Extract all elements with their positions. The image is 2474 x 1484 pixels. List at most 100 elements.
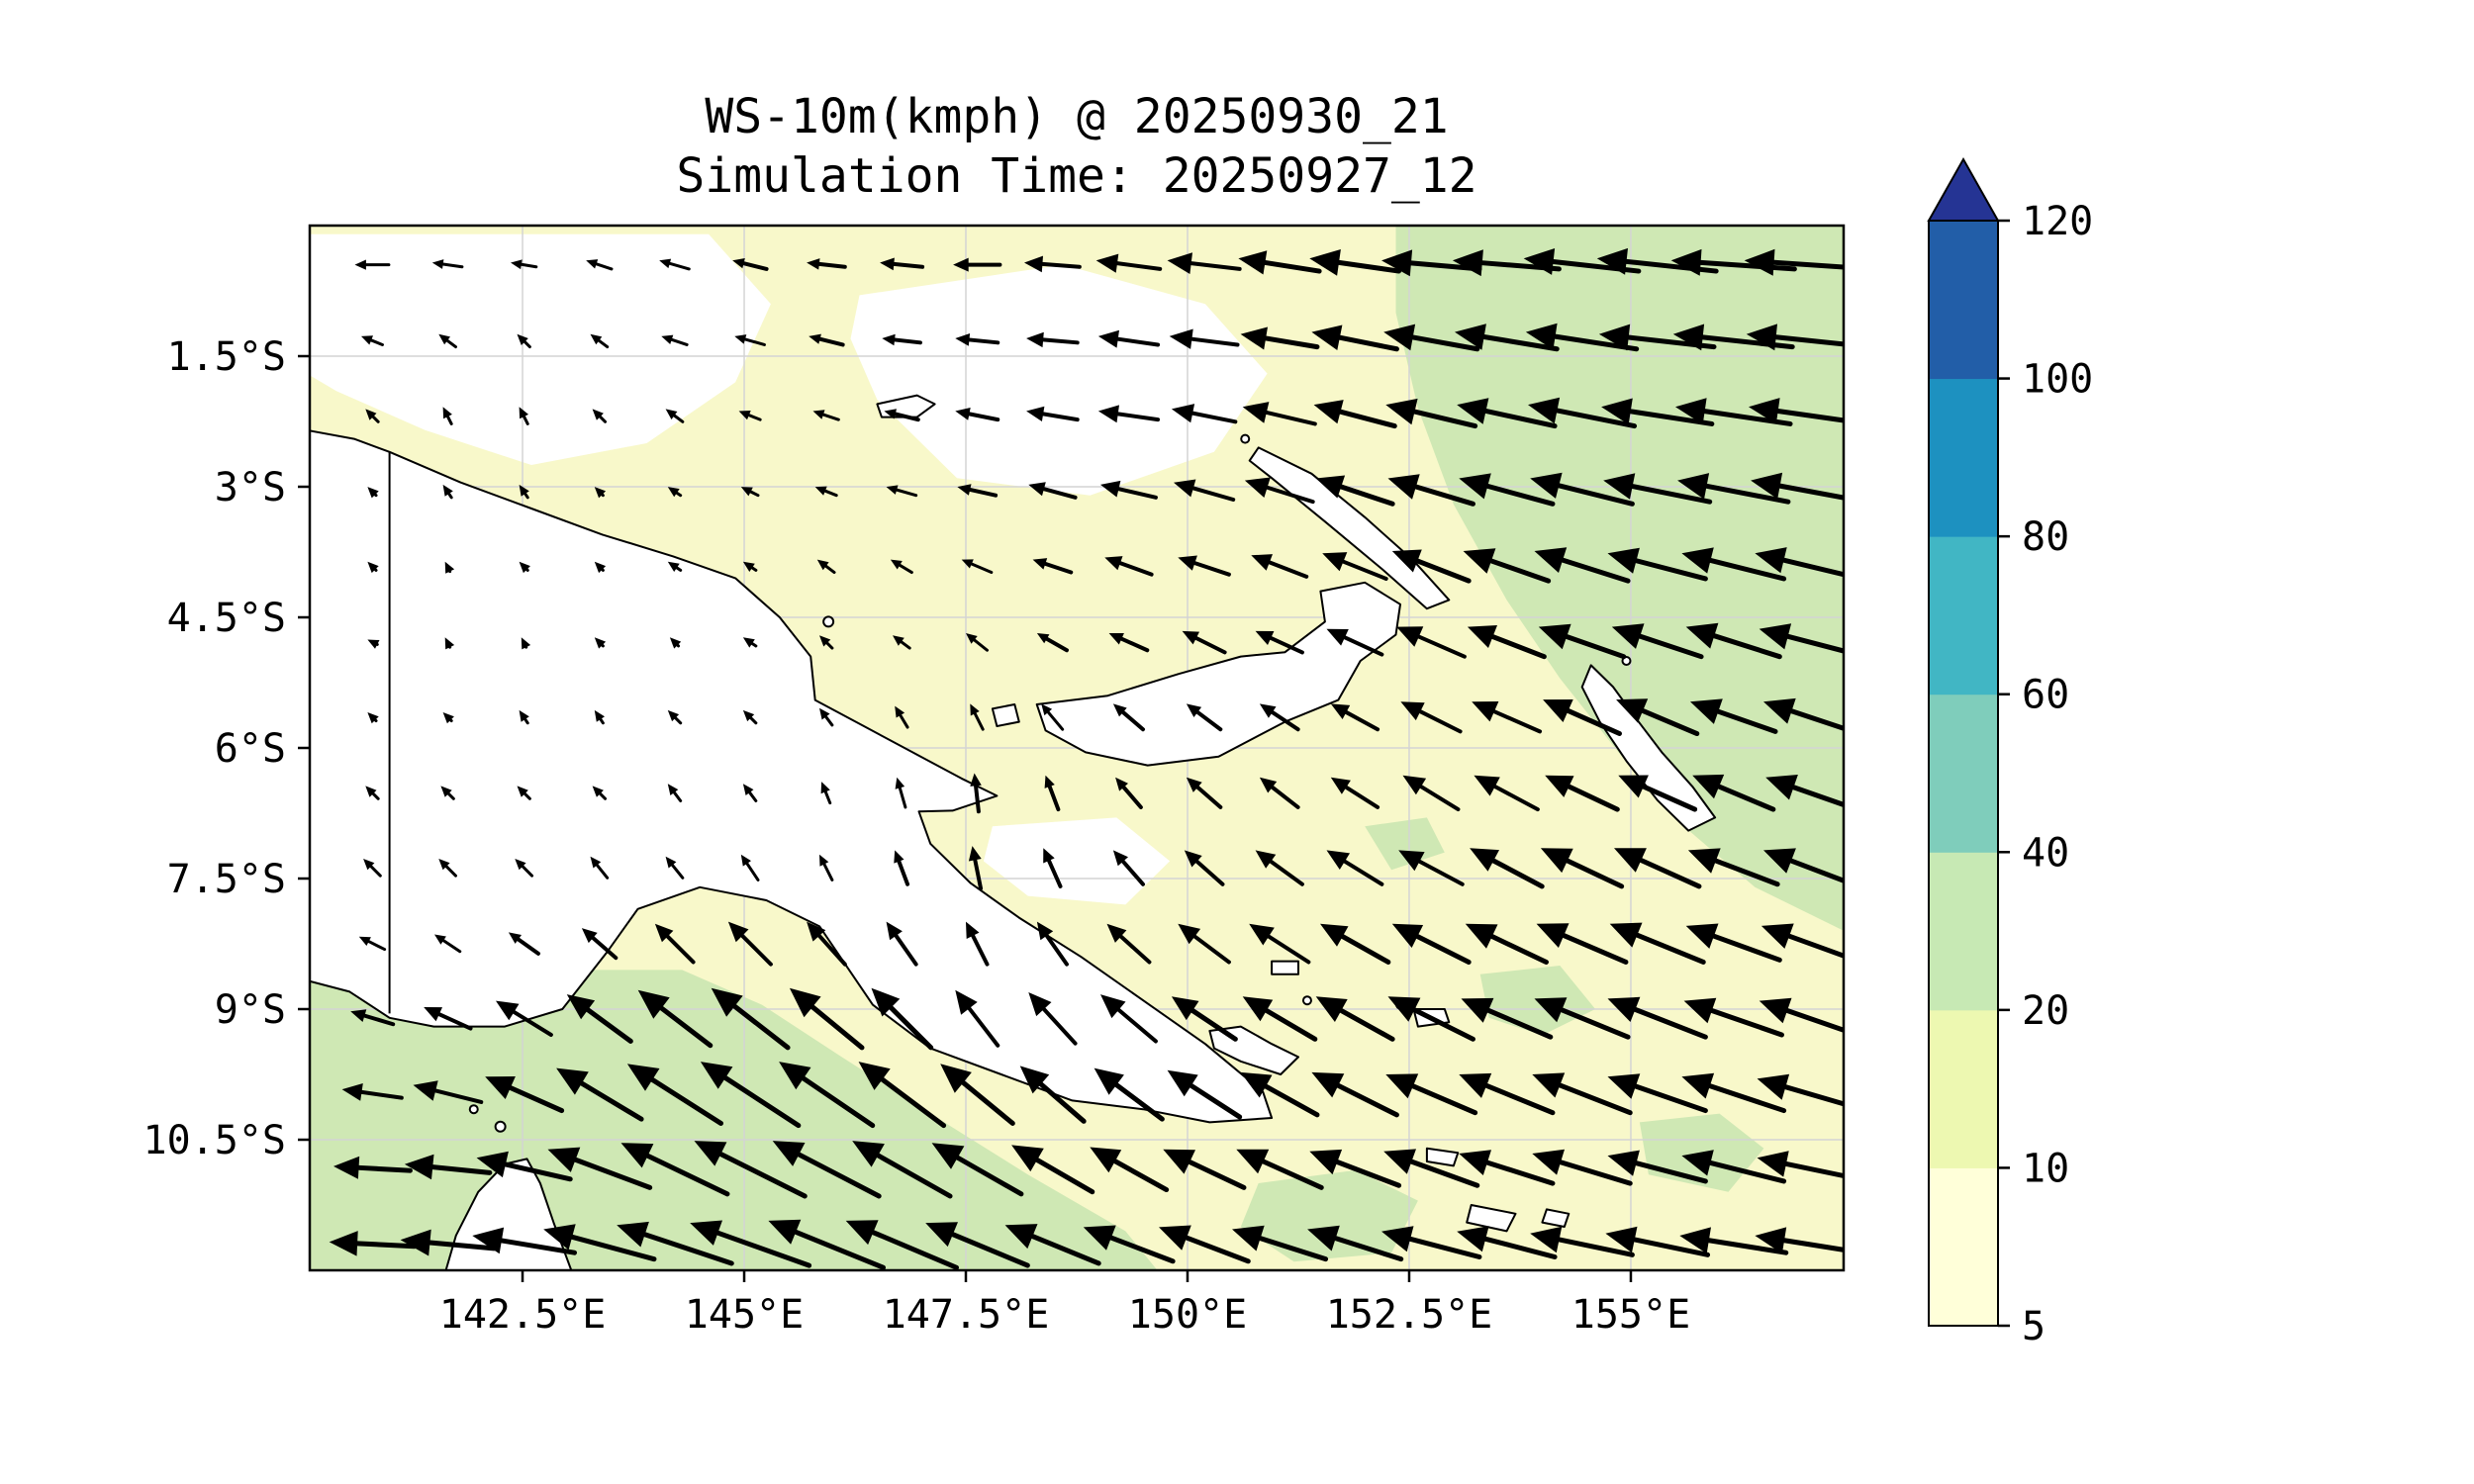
wind-arrow-shaft	[359, 1089, 404, 1100]
wind-arrow-head	[1692, 774, 1725, 799]
x-tick-label: 152.5°E	[1326, 1292, 1493, 1338]
wind-arrow-shaft	[793, 1229, 886, 1270]
wind-arrow-head	[1470, 848, 1499, 872]
wind-arrow-shaft	[1558, 1159, 1633, 1186]
wind-arrow-head	[1167, 1069, 1198, 1097]
wind-arrow-shaft	[1781, 1238, 1844, 1252]
wind-arrow-shaft	[740, 933, 773, 967]
wind-arrow-head	[1690, 698, 1723, 724]
wind-arrow-head	[890, 559, 903, 570]
wind-arrow-shaft	[1773, 334, 1844, 347]
wind-arrow-head	[1242, 402, 1270, 423]
wind-arrow-head	[519, 709, 529, 722]
small-island	[1301, 995, 1312, 1006]
wind-arrow-head	[667, 709, 680, 722]
x-tick-label: 142.5°E	[439, 1292, 607, 1338]
wind-arrow-head	[659, 258, 672, 269]
wind-arrow-shaft	[1192, 561, 1231, 577]
colorbar-segment	[1929, 536, 1998, 696]
wind-arrow-shaft	[1189, 1082, 1243, 1120]
wind-arrow-head	[1381, 1226, 1414, 1252]
colorbar-segment	[1929, 1167, 1998, 1327]
wind-arrow-shaft	[1189, 261, 1242, 271]
wind-arrow-shaft	[1492, 785, 1540, 812]
wind-arrow-head	[594, 709, 605, 722]
wind-arrow-head	[738, 411, 751, 420]
wind-arrow-head	[665, 409, 678, 419]
wind-arrow-head	[1677, 473, 1710, 500]
wind-arrow-shaft	[523, 791, 531, 800]
wind-arrow-shaft	[1638, 858, 1702, 889]
wind-arrow-head	[1755, 1227, 1787, 1254]
wind-arrow-head	[581, 928, 598, 944]
wind-arrow-shaft	[371, 415, 380, 423]
wind-arrow-shaft	[822, 862, 834, 881]
wind-arrow-shaft	[898, 786, 907, 809]
wind-arrow-head	[592, 409, 604, 420]
wind-arrow-head	[1465, 923, 1498, 949]
wind-arrow-head	[690, 1220, 722, 1246]
wind-arrow-shaft	[1112, 1159, 1170, 1193]
wind-arrow-shaft	[1335, 1082, 1399, 1118]
wind-arrow-head	[1607, 1150, 1640, 1176]
wind-arrow-shaft	[1262, 259, 1322, 274]
wind-arrow-head	[341, 1083, 363, 1101]
wind-arrow-head	[694, 1141, 727, 1166]
wind-arrow-shaft	[967, 1006, 1000, 1048]
wind-arrow-head	[955, 408, 971, 420]
wind-arrow-head	[732, 258, 745, 269]
colorbar-segment	[1929, 694, 1998, 853]
wind-arrow-head	[1598, 324, 1631, 351]
wind-arrow-head	[1536, 923, 1570, 948]
x-tick-label: 147.5°E	[883, 1292, 1050, 1338]
wind-arrow-shaft	[824, 715, 834, 727]
wind-arrow-head	[1461, 997, 1494, 1023]
wind-arrow-shaft	[371, 791, 380, 800]
wind-arrow-shaft	[1264, 410, 1317, 426]
wind-arrow-shaft	[1489, 634, 1547, 660]
wind-arrow-head	[519, 561, 530, 574]
wind-arrow-shaft	[1488, 558, 1552, 584]
wind-arrow-head	[637, 989, 670, 1019]
wind-arrow-shaft	[1340, 934, 1391, 965]
wind-arrow-head	[442, 712, 454, 724]
wind-arrow-shaft	[1338, 1007, 1395, 1042]
wind-arrow-shaft	[1344, 709, 1380, 732]
y-tick-label: 4.5°S	[167, 596, 286, 641]
wind-arrow-head	[742, 561, 755, 572]
wind-arrow-shaft	[893, 337, 922, 345]
wind-arrow-head	[884, 409, 897, 419]
wind-arrow-shaft	[1195, 709, 1223, 732]
wind-arrow-shaft	[1193, 635, 1227, 655]
wind-arrow-head	[1530, 472, 1563, 499]
wind-arrow-shaft	[1566, 707, 1622, 737]
wind-arrow-head	[444, 637, 455, 650]
wind-arrow-head	[1457, 398, 1489, 424]
wind-arrow-shaft	[892, 261, 925, 269]
plot-title-line2: Simulation Time: 20250927_12	[676, 148, 1477, 204]
wind-arrow-head	[1452, 249, 1483, 277]
wind-arrow-shaft	[1342, 635, 1384, 657]
wind-arrow-head	[1026, 406, 1045, 421]
wind-arrow-head	[472, 1227, 505, 1254]
wind-arrow-head	[1755, 547, 1787, 574]
wind-arrow-shaft	[1484, 1159, 1556, 1186]
wind-arrow-head	[1163, 1149, 1195, 1174]
wind-arrow-shaft	[967, 412, 1000, 422]
wind-arrow-head	[1232, 1225, 1265, 1252]
wind-arrow-head	[955, 989, 978, 1015]
wind-arrow-shaft	[1632, 1006, 1708, 1040]
contour-patch-south-central-green	[1240, 1169, 1418, 1262]
wind-arrow-head	[496, 1000, 520, 1021]
wind-arrow-head	[1746, 324, 1777, 351]
wind-arrow-shaft	[1117, 561, 1154, 577]
contour-patch-east-green-small	[1365, 817, 1445, 871]
wind-arrow-shaft	[1034, 1157, 1095, 1195]
wind-arrow-shaft	[523, 717, 529, 725]
wind-arrow-head	[1032, 558, 1048, 570]
coastline-umboi	[991, 703, 1020, 727]
wind-arrow-shaft	[823, 489, 838, 498]
wind-arrow-shaft	[672, 790, 683, 802]
wind-arrow-shaft	[1565, 858, 1625, 889]
wind-arrow-shaft	[675, 566, 683, 572]
